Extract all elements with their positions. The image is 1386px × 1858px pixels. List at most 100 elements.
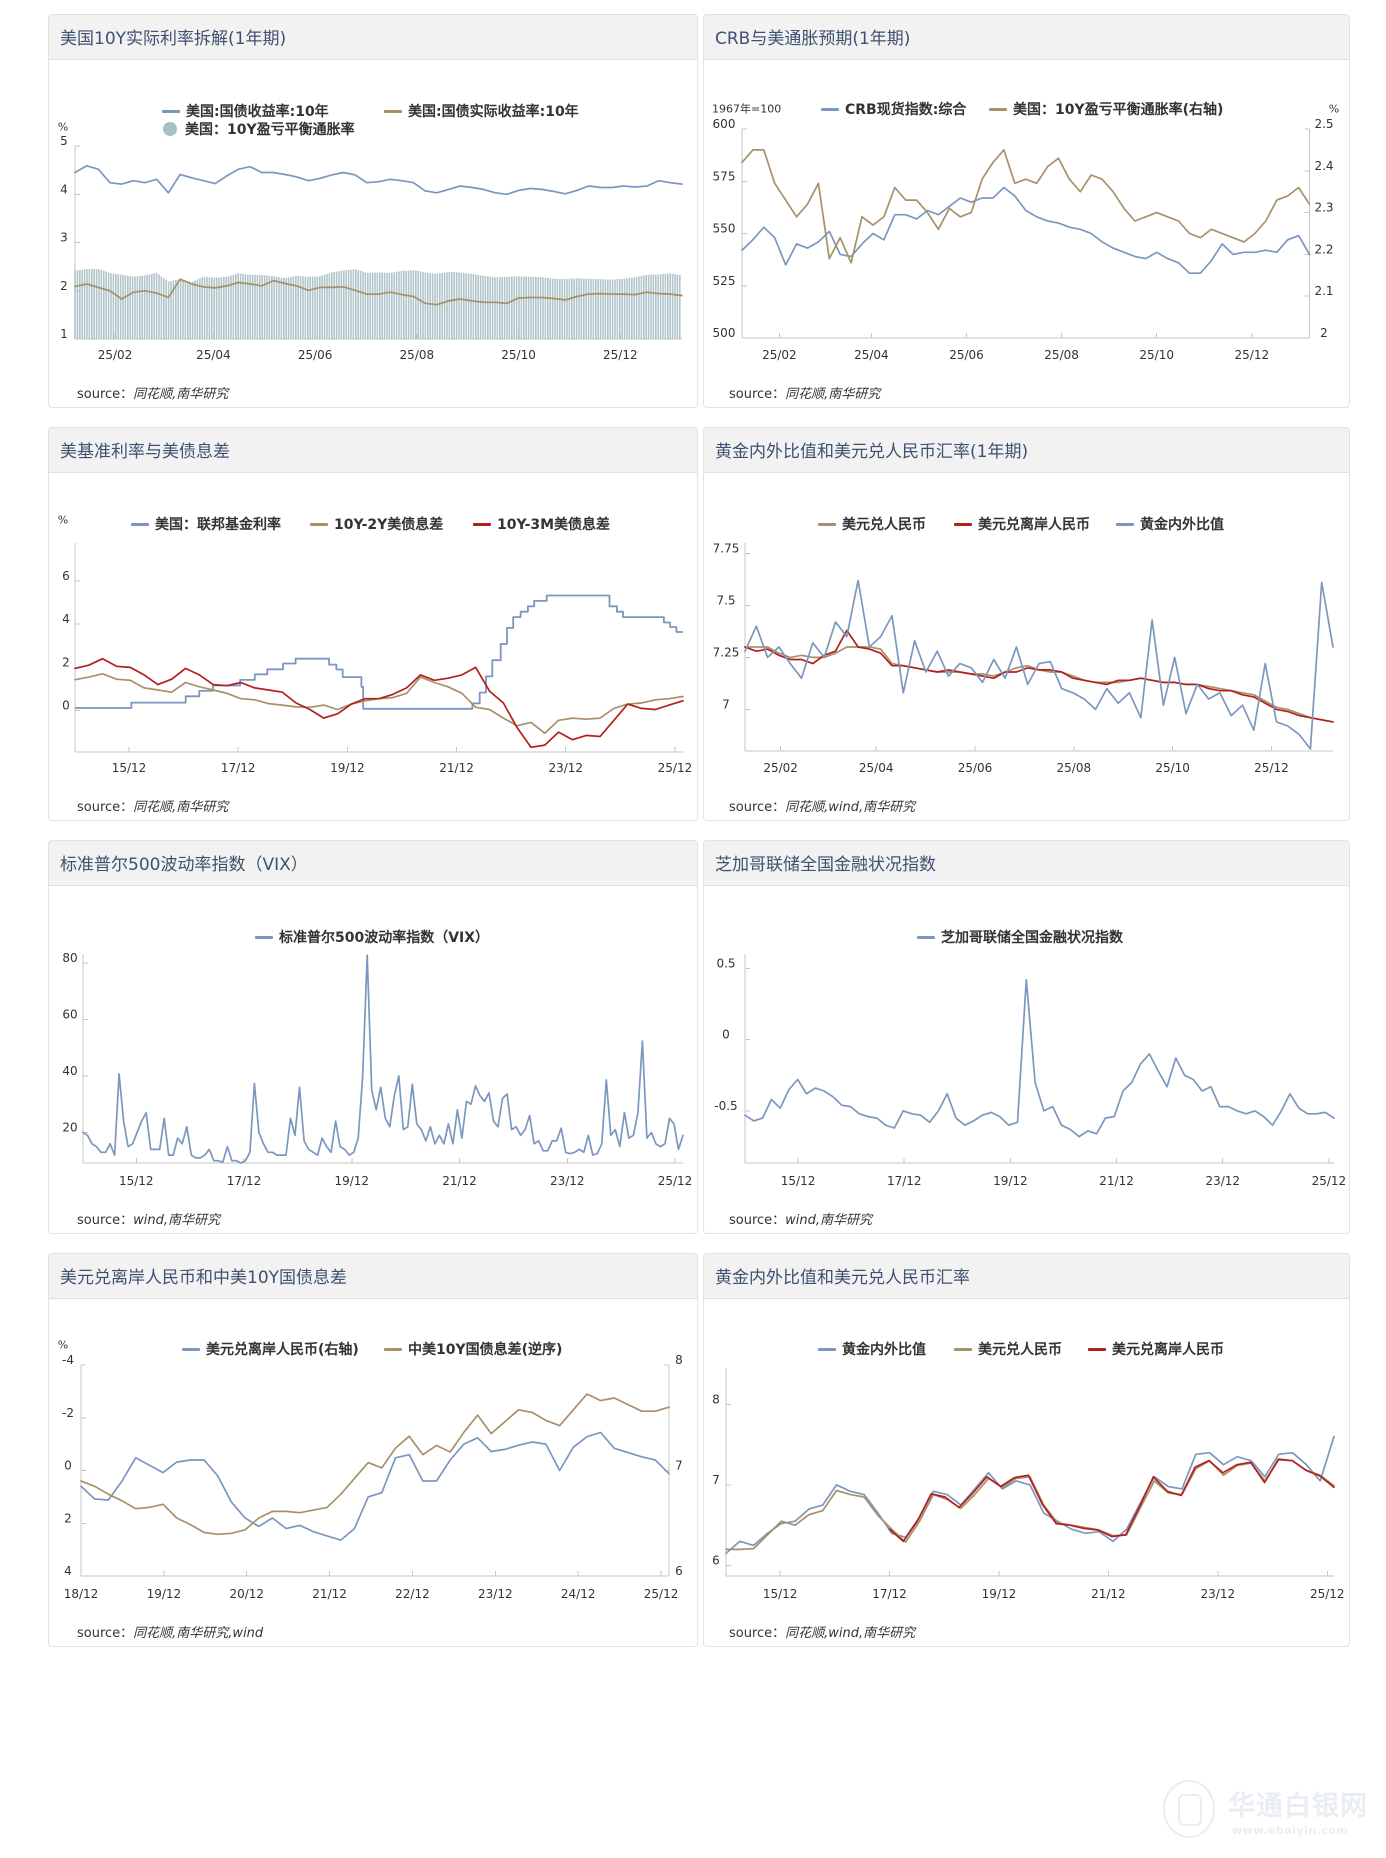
bar-us10y-breakeven <box>141 275 143 339</box>
bar-us10y-breakeven <box>527 276 530 339</box>
panel-title: 黄金内外比值和美元兑人民币汇率 <box>715 1268 970 1288</box>
legend-item-cn-us-10y-spread[interactable]: 中美10Y国债息差(逆序) <box>384 1340 562 1358</box>
bar-us10y-breakeven <box>386 272 388 339</box>
legend-item-usdcnh[interactable]: 美元兑离岸人民币 <box>954 515 1090 533</box>
legend-item-gold-ratio[interactable]: 黄金内外比值 <box>818 1340 926 1358</box>
bar-us10y-breakeven <box>626 278 628 339</box>
bar-us10y-breakeven <box>95 269 98 339</box>
panel-header: 美基准利率与美债息差 <box>49 428 697 473</box>
bar-us10y-breakeven <box>367 272 369 339</box>
source-label: source： <box>729 800 786 815</box>
bar-us10y-breakeven <box>170 281 172 339</box>
bar-us10y-breakeven <box>391 272 393 339</box>
legend-label: 标准普尔500波动率指数（VIX） <box>279 930 490 946</box>
bar-us10y-breakeven <box>439 273 441 339</box>
bar-us10y-breakeven <box>583 278 585 339</box>
source-label: source： <box>77 1626 134 1641</box>
watermark: 华通白银网 www.ebaiyin.com <box>1160 1778 1382 1850</box>
legend-item-usdcnh[interactable]: 美元兑离岸人民币(右轴) <box>182 1340 359 1358</box>
legend-item-fed-funds-rate[interactable]: 美国：联邦基金利率 <box>131 515 281 533</box>
bar-us10y-breakeven <box>623 278 626 339</box>
bar-us10y-breakeven <box>535 277 537 339</box>
legend-item-usdcny[interactable]: 美元兑人民币 <box>818 515 926 533</box>
bar-us10y-breakeven <box>374 272 376 339</box>
legend-item-gold-ratio[interactable]: 黄金内外比值 <box>1116 515 1224 533</box>
bar-us10y-breakeven <box>345 270 347 339</box>
y-axis-unit-left: % <box>58 1339 68 1352</box>
x-tick-label: 25/08 <box>1057 761 1092 775</box>
bar-us10y-breakeven <box>431 273 434 339</box>
bar-us10y-breakeven <box>86 269 88 339</box>
bar-us10y-breakeven <box>196 279 199 339</box>
x-tick-label: 25/06 <box>949 348 984 362</box>
y-tick-label: 1 <box>60 327 68 341</box>
series-line-usdcnh <box>888 1458 1335 1543</box>
chart-source: source：同花顺,南华研究 <box>729 385 880 405</box>
source-text: 同花顺,wind,南华研究 <box>785 1626 916 1641</box>
bar-us10y-breakeven <box>199 278 201 339</box>
bar-us10y-breakeven <box>110 273 112 339</box>
bar-us10y-breakeven <box>167 281 170 339</box>
panel-title: CRB与美通胀预期(1年期) <box>715 29 911 49</box>
bar-us10y-breakeven <box>561 279 563 339</box>
panel-title: 黄金内外比值和美元兑人民币汇率(1年期) <box>715 442 1029 462</box>
bar-us10y-breakeven <box>194 280 196 339</box>
legend-item-us10y-breakeven[interactable]: 美国：10Y盈亏平衡通胀率 <box>163 120 355 138</box>
bar-us10y-breakeven <box>314 276 316 339</box>
bar-us10y-breakeven <box>215 277 218 339</box>
bar-us10y-breakeven <box>203 276 206 339</box>
legend-line-icon <box>310 522 328 526</box>
panel-title: 美元兑离岸人民币和中美10Y国债息差 <box>60 1268 348 1288</box>
bar-us10y-breakeven <box>619 279 621 339</box>
legend-line-icon <box>1116 522 1134 526</box>
x-tick-label: 21/12 <box>1091 1587 1126 1601</box>
bar-us10y-breakeven <box>304 276 307 339</box>
bar-us10y-breakeven <box>587 278 590 339</box>
x-tick-label: 21/12 <box>1099 1174 1134 1188</box>
bar-us10y-breakeven <box>547 278 549 339</box>
panel-title: 芝加哥联储全国金融状况指数 <box>715 855 936 875</box>
bar-us10y-breakeven <box>544 277 547 339</box>
legend-item-crb-index[interactable]: CRB现货指数:综合 <box>821 100 966 118</box>
bar-us10y-breakeven <box>422 272 424 339</box>
source-text: 同花顺,南华研究 <box>133 387 229 402</box>
bar-us10y-breakeven <box>280 277 283 339</box>
bar-us10y-breakeven <box>285 278 287 339</box>
bar-us10y-breakeven <box>335 271 338 339</box>
legend-item-spread-10y-3m[interactable]: 10Y-3M美债息差 <box>473 515 610 533</box>
bar-us10y-breakeven <box>182 279 184 339</box>
bar-us10y-breakeven <box>443 272 446 339</box>
legend-item-nfci[interactable]: 芝加哥联储全国金融状况指数 <box>917 928 1123 946</box>
bar-us10y-breakeven <box>415 270 417 339</box>
legend-item-us10y-yield[interactable]: 美国:国债收益率:10年 <box>162 102 329 120</box>
x-tick-label: 21/12 <box>442 1174 477 1188</box>
y-tick-label: 600 <box>713 117 736 131</box>
bar-us10y-breakeven <box>523 276 525 339</box>
legend-item-usdcnh[interactable]: 美元兑离岸人民币 <box>1088 1340 1224 1358</box>
legend-line-icon <box>131 522 149 526</box>
bar-us10y-breakeven <box>383 272 386 339</box>
x-tick-label: 17/12 <box>221 761 256 775</box>
bar-us10y-breakeven <box>100 270 103 339</box>
bar-us10y-breakeven <box>479 275 482 339</box>
bar-us10y-breakeven <box>223 277 225 339</box>
legend-item-vix[interactable]: 标准普尔500波动率指数（VIX） <box>255 928 489 946</box>
source-text: wind,南华研究 <box>785 1213 873 1228</box>
bar-us10y-breakeven <box>206 277 208 339</box>
bar-us10y-breakeven <box>477 274 479 339</box>
bar-us10y-breakeven <box>609 279 611 339</box>
bar-us10y-breakeven <box>489 276 491 339</box>
bar-us10y-breakeven <box>537 277 539 339</box>
legend-item-us10y-real-yield[interactable]: 美国:国债实际收益率:10年 <box>384 102 579 120</box>
y-tick-label: 2 <box>60 279 68 293</box>
bar-us10y-breakeven <box>316 276 319 339</box>
y-tick-label: 0 <box>722 1028 730 1042</box>
bar-us10y-breakeven <box>247 274 249 339</box>
legend-item-us10y-breakeven[interactable]: 美国：10Y盈亏平衡通胀率(右轴) <box>989 100 1223 118</box>
legend-line-icon <box>384 109 402 113</box>
legend-item-usdcny[interactable]: 美元兑人民币 <box>954 1340 1062 1358</box>
bar-us10y-breakeven <box>460 272 463 339</box>
bar-us10y-breakeven <box>307 276 309 339</box>
legend-item-spread-10y-2y[interactable]: 10Y-2Y美债息差 <box>310 515 443 533</box>
